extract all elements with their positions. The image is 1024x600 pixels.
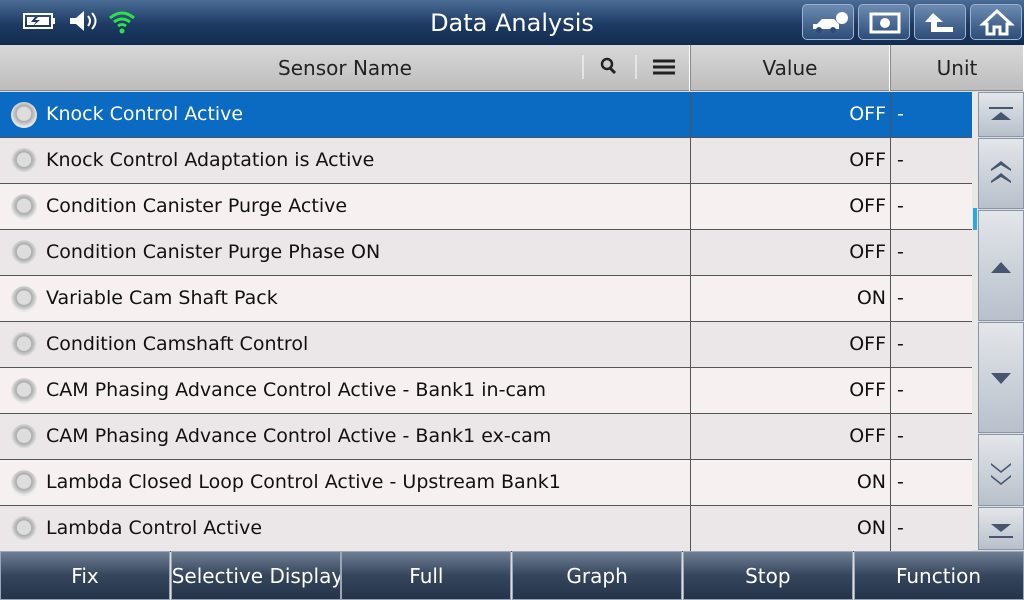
sensor-name: Variable Cam Shaft Pack: [46, 287, 278, 309]
sensor-unit: -: [890, 460, 972, 506]
row-indicator: [11, 240, 37, 266]
sensor-name: CAM Phasing Advance Control Active - Ban…: [46, 379, 547, 401]
sensor-name: Lambda Control Active: [46, 517, 263, 539]
sensor-unit: -: [890, 322, 972, 368]
scroll-thumb[interactable]: [973, 208, 977, 230]
page-up-button[interactable]: [978, 138, 1024, 209]
sensor-name: Condition Canister Purge Phase ON: [46, 241, 381, 263]
page-down-button[interactable]: [978, 434, 1024, 506]
scroll-top-button[interactable]: [978, 92, 1024, 137]
sensor-name: Lambda Closed Loop Control Active - Upst…: [46, 471, 561, 493]
toolbar-button[interactable]: Stop: [682, 551, 853, 600]
sensor-name: Condition Canister Purge Active: [46, 195, 348, 217]
column-title-text: Sensor Name: [278, 56, 412, 80]
sensor-unit: -: [890, 506, 972, 552]
sensor-value: OFF: [690, 414, 886, 460]
sensor-value: OFF: [690, 368, 886, 414]
toolbar-button[interactable]: Full: [341, 551, 512, 600]
row-indicator: [11, 470, 37, 496]
table-row[interactable]: Knock Control Adaptation is Active OFF -: [0, 138, 972, 184]
sensor-unit: -: [890, 138, 972, 184]
table-row[interactable]: Knock Control Active OFF -: [0, 92, 972, 138]
scroll-down-button[interactable]: [978, 322, 1024, 433]
row-indicator: [11, 148, 37, 174]
back-button[interactable]: [914, 4, 966, 40]
column-header-cell: Value: [690, 45, 890, 91]
sensor-name: Knock Control Active: [46, 103, 244, 125]
sensor-value: OFF: [690, 230, 886, 276]
sensor-value: OFF: [690, 184, 886, 230]
sensor-name: Knock Control Adaptation is Active: [46, 149, 375, 171]
table-row[interactable]: Condition Canister Purge Phase ON OFF -: [0, 230, 972, 276]
row-indicator: [11, 194, 37, 220]
sensor-name: CAM Phasing Advance Control Active - Ban…: [46, 425, 552, 447]
table-row[interactable]: CAM Phasing Advance Control Active - Ban…: [0, 414, 972, 460]
sensor-unit: -: [890, 414, 972, 460]
column-header-cell: Unit: [890, 45, 1024, 91]
table-row[interactable]: Condition Canister Purge Active OFF -: [0, 184, 972, 230]
sensor-value: ON: [690, 460, 886, 506]
scrollbar[interactable]: [972, 92, 978, 550]
scroll-bottom-button[interactable]: [978, 507, 1024, 550]
row-indicator: [11, 332, 37, 358]
sensor-unit: -: [890, 92, 972, 138]
table-row[interactable]: Condition Camshaft Control OFF -: [0, 322, 972, 368]
title-bar: Data Analysis: [0, 0, 1024, 45]
sensor-value: OFF: [690, 322, 886, 368]
row-indicator: [11, 102, 37, 128]
table-row[interactable]: CAM Phasing Advance Control Active - Ban…: [0, 368, 972, 414]
sensor-value: OFF: [690, 138, 886, 184]
table-row[interactable]: Variable Cam Shaft Pack ON -: [0, 276, 972, 322]
sensor-unit: -: [890, 184, 972, 230]
sensor-value: ON: [690, 276, 886, 322]
row-indicator: [11, 286, 37, 312]
sensor-unit: -: [890, 230, 972, 276]
row-indicator: [11, 378, 37, 404]
row-indicator: [11, 424, 37, 450]
sensor-value: OFF: [690, 92, 886, 138]
vehicle-info-button[interactable]: [802, 4, 854, 40]
toolbar-button[interactable]: Function: [853, 551, 1024, 600]
status-icons: [23, 11, 135, 34]
header-tools[interactable]: [582, 53, 682, 83]
toolbar-button[interactable]: Graph: [512, 551, 683, 600]
sensor-unit: -: [890, 276, 972, 322]
table-row[interactable]: Lambda Control Active ON -: [0, 506, 972, 552]
screenshot-button[interactable]: [858, 4, 910, 40]
sensor-unit: -: [890, 368, 972, 414]
scroll-up-button[interactable]: [978, 210, 1024, 321]
toolbar-button[interactable]: Selective Display: [170, 551, 341, 600]
table-row[interactable]: Lambda Closed Loop Control Active - Upst…: [0, 460, 972, 506]
column-header: Sensor Name Value Unit: [0, 45, 1024, 91]
page-title: Data Analysis: [430, 9, 594, 37]
sensor-name: Condition Camshaft Control: [46, 333, 309, 355]
column-header-cell: Sensor Name: [0, 45, 690, 91]
row-indicator: [11, 516, 37, 542]
column-title: Sensor Name: [0, 45, 690, 91]
toolbar-button[interactable]: Fix: [0, 551, 170, 600]
home-button[interactable]: [970, 4, 1022, 40]
sensor-value: ON: [690, 506, 886, 552]
